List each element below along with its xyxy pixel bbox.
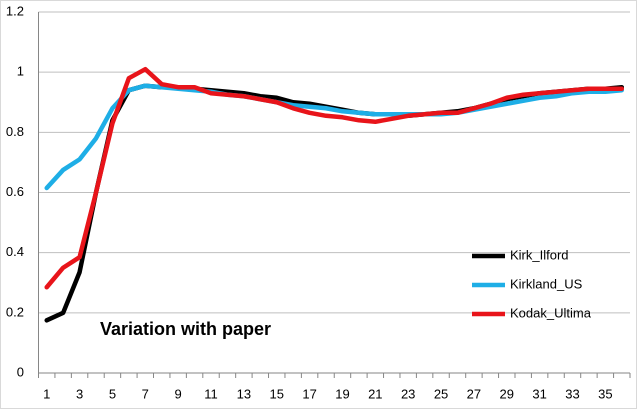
x-tick-label: 21: [368, 386, 382, 401]
x-tick-label: 35: [598, 386, 612, 401]
legend-label: Kirk_Ilford: [510, 247, 569, 262]
annotation: Variation with paper: [100, 319, 271, 339]
x-tick-label: 13: [237, 386, 251, 401]
x-tick-label: 17: [302, 386, 316, 401]
y-tick-label: 0.4: [6, 244, 24, 259]
x-tick-label: 29: [500, 386, 514, 401]
y-tick-label: 0.6: [6, 184, 24, 199]
x-tick-label: 19: [335, 386, 349, 401]
x-tick-label: 1: [43, 386, 50, 401]
x-tick-label: 33: [565, 386, 579, 401]
y-tick-label: 1.2: [6, 3, 24, 18]
x-tick-label: 25: [434, 386, 448, 401]
series-line: [44, 66, 625, 290]
x-tick-label: 23: [401, 386, 415, 401]
legend-label: Kodak_Ultima: [510, 305, 592, 320]
y-tick-label: 0.2: [6, 304, 24, 319]
y-tick-label: 0.8: [6, 124, 24, 139]
x-tick-label: 27: [467, 386, 481, 401]
x-tick-label: 5: [109, 386, 116, 401]
x-tick-label: 3: [76, 386, 83, 401]
series-line: [44, 83, 625, 191]
x-tick-label: 31: [532, 386, 546, 401]
x-tick-label: 9: [175, 386, 182, 401]
y-tick-label: 1: [17, 64, 24, 79]
x-tick-label: 15: [270, 386, 284, 401]
x-tick-label: 11: [204, 386, 218, 401]
x-tick-label: 7: [142, 386, 149, 401]
y-tick-label: 0: [17, 364, 24, 379]
legend-label: Kirkland_US: [510, 276, 583, 291]
